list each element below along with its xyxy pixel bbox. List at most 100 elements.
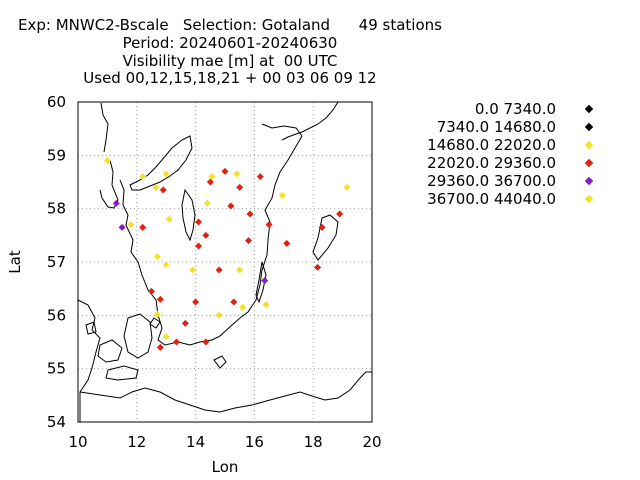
y-tick-label: 54 bbox=[47, 413, 66, 431]
station-marker bbox=[278, 191, 286, 199]
legend-item: 7340.0 14680.0 bbox=[380, 118, 620, 136]
legend-marker-icon bbox=[584, 158, 594, 168]
station-marker bbox=[195, 218, 203, 226]
legend-label: 14680.0 22020.0 bbox=[427, 136, 556, 154]
station-marker bbox=[246, 210, 254, 218]
station-marker bbox=[202, 338, 210, 346]
station-marker bbox=[318, 223, 326, 231]
legend-marker-icon bbox=[584, 194, 594, 204]
chart-title-line-3: Visibility mae [m] at 00 UTC bbox=[122, 52, 338, 70]
station-marker bbox=[221, 167, 229, 175]
station-marker bbox=[172, 338, 180, 346]
x-axis-ticks: 10 12 14 16 18 20 bbox=[68, 433, 381, 451]
coastline-sweden-east bbox=[219, 101, 339, 337]
x-tick-label: 12 bbox=[127, 433, 146, 451]
station-marker bbox=[152, 183, 160, 191]
legend-marker-icon bbox=[584, 104, 594, 114]
chart-title-line-1: Exp: MNWC2-Bscale Selection: Gotaland 49… bbox=[18, 16, 442, 34]
y-axis-ticks: 54 55 56 57 58 59 60 bbox=[47, 93, 66, 431]
y-tick-label: 59 bbox=[47, 146, 66, 164]
y-tick-label: 57 bbox=[47, 253, 66, 271]
station-marker bbox=[192, 298, 200, 306]
station-marker bbox=[118, 223, 126, 231]
legend-item: 29360.0 36700.0 bbox=[380, 172, 620, 190]
station-marker bbox=[262, 301, 270, 309]
island-small-1 bbox=[85, 321, 97, 335]
station-marker bbox=[265, 221, 273, 229]
island-small-2 bbox=[149, 317, 161, 329]
station-marker bbox=[215, 266, 223, 274]
station-marker bbox=[165, 215, 173, 223]
station-marker bbox=[227, 202, 235, 210]
station-marker bbox=[153, 310, 161, 318]
station-marker bbox=[239, 303, 247, 311]
x-tick-label: 14 bbox=[186, 433, 205, 451]
station-marker bbox=[203, 199, 211, 207]
coastline-germany-poland bbox=[79, 371, 372, 413]
station-marker bbox=[159, 186, 167, 194]
station-marker bbox=[139, 223, 147, 231]
island-lolland bbox=[105, 365, 139, 381]
lake-vattern bbox=[181, 188, 196, 242]
station-marker bbox=[202, 231, 210, 239]
station-marker bbox=[215, 311, 223, 319]
chart-title-line-2: Period: 20240601-20240630 bbox=[122, 34, 338, 52]
chart-title-line-4: Used 00,12,15,18,21 + 00 03 06 09 12 bbox=[83, 69, 377, 87]
island-funen bbox=[97, 339, 123, 363]
x-tick-label: 10 bbox=[68, 433, 87, 451]
station-marker bbox=[230, 298, 238, 306]
station-marker bbox=[156, 343, 164, 351]
island-gotland bbox=[312, 214, 339, 261]
station-marker bbox=[195, 242, 203, 250]
station-marker bbox=[245, 237, 253, 245]
plot-frame bbox=[77, 101, 373, 423]
station-points bbox=[103, 157, 351, 351]
station-marker bbox=[148, 287, 155, 295]
station-marker bbox=[103, 157, 111, 165]
y-tick-label: 56 bbox=[47, 306, 66, 324]
legend-marker-icon bbox=[584, 122, 594, 132]
legend-item: 36700.0 44040.0 bbox=[380, 190, 620, 208]
station-marker bbox=[336, 210, 344, 218]
x-tick-label: 18 bbox=[304, 433, 323, 451]
x-tick-label: 20 bbox=[362, 433, 381, 451]
station-marker bbox=[343, 183, 351, 191]
station-marker bbox=[156, 295, 164, 303]
station-marker bbox=[112, 199, 120, 207]
station-marker bbox=[233, 170, 241, 178]
station-marker bbox=[127, 221, 135, 229]
legend-item: 22020.0 29360.0 bbox=[380, 154, 620, 172]
station-marker bbox=[261, 277, 269, 285]
legend-label: 0.0 7340.0 bbox=[474, 100, 556, 118]
station-marker bbox=[256, 173, 264, 181]
y-tick-label: 60 bbox=[47, 93, 66, 111]
legend-label: 7340.0 14680.0 bbox=[436, 118, 556, 136]
coastline-sweden-west bbox=[119, 179, 221, 346]
x-axis-label: Lon bbox=[212, 458, 239, 476]
station-marker bbox=[162, 170, 170, 178]
station-marker bbox=[162, 261, 170, 269]
x-tick-label: 16 bbox=[245, 433, 264, 451]
station-marker bbox=[139, 173, 147, 181]
station-marker bbox=[206, 178, 214, 186]
station-marker bbox=[153, 253, 161, 261]
legend-marker-icon bbox=[584, 176, 594, 186]
station-marker bbox=[162, 333, 170, 341]
island-bornholm bbox=[213, 355, 227, 369]
station-marker bbox=[189, 266, 197, 274]
y-axis-label: Lat bbox=[6, 250, 24, 274]
legend-label: 22020.0 29360.0 bbox=[427, 154, 556, 172]
station-marker bbox=[236, 183, 244, 191]
island-oland bbox=[255, 261, 267, 304]
legend-item: 0.0 7340.0 bbox=[380, 100, 620, 118]
station-marker bbox=[208, 173, 216, 181]
lake-vanern bbox=[129, 135, 193, 191]
coastline-map bbox=[77, 101, 372, 422]
legend-label: 29360.0 36700.0 bbox=[427, 172, 556, 190]
legend-label: 36700.0 44040.0 bbox=[427, 190, 556, 208]
island-zealand bbox=[123, 313, 153, 359]
station-marker bbox=[283, 239, 291, 247]
coastline-jutland bbox=[77, 299, 101, 422]
y-tick-label: 55 bbox=[47, 360, 66, 378]
